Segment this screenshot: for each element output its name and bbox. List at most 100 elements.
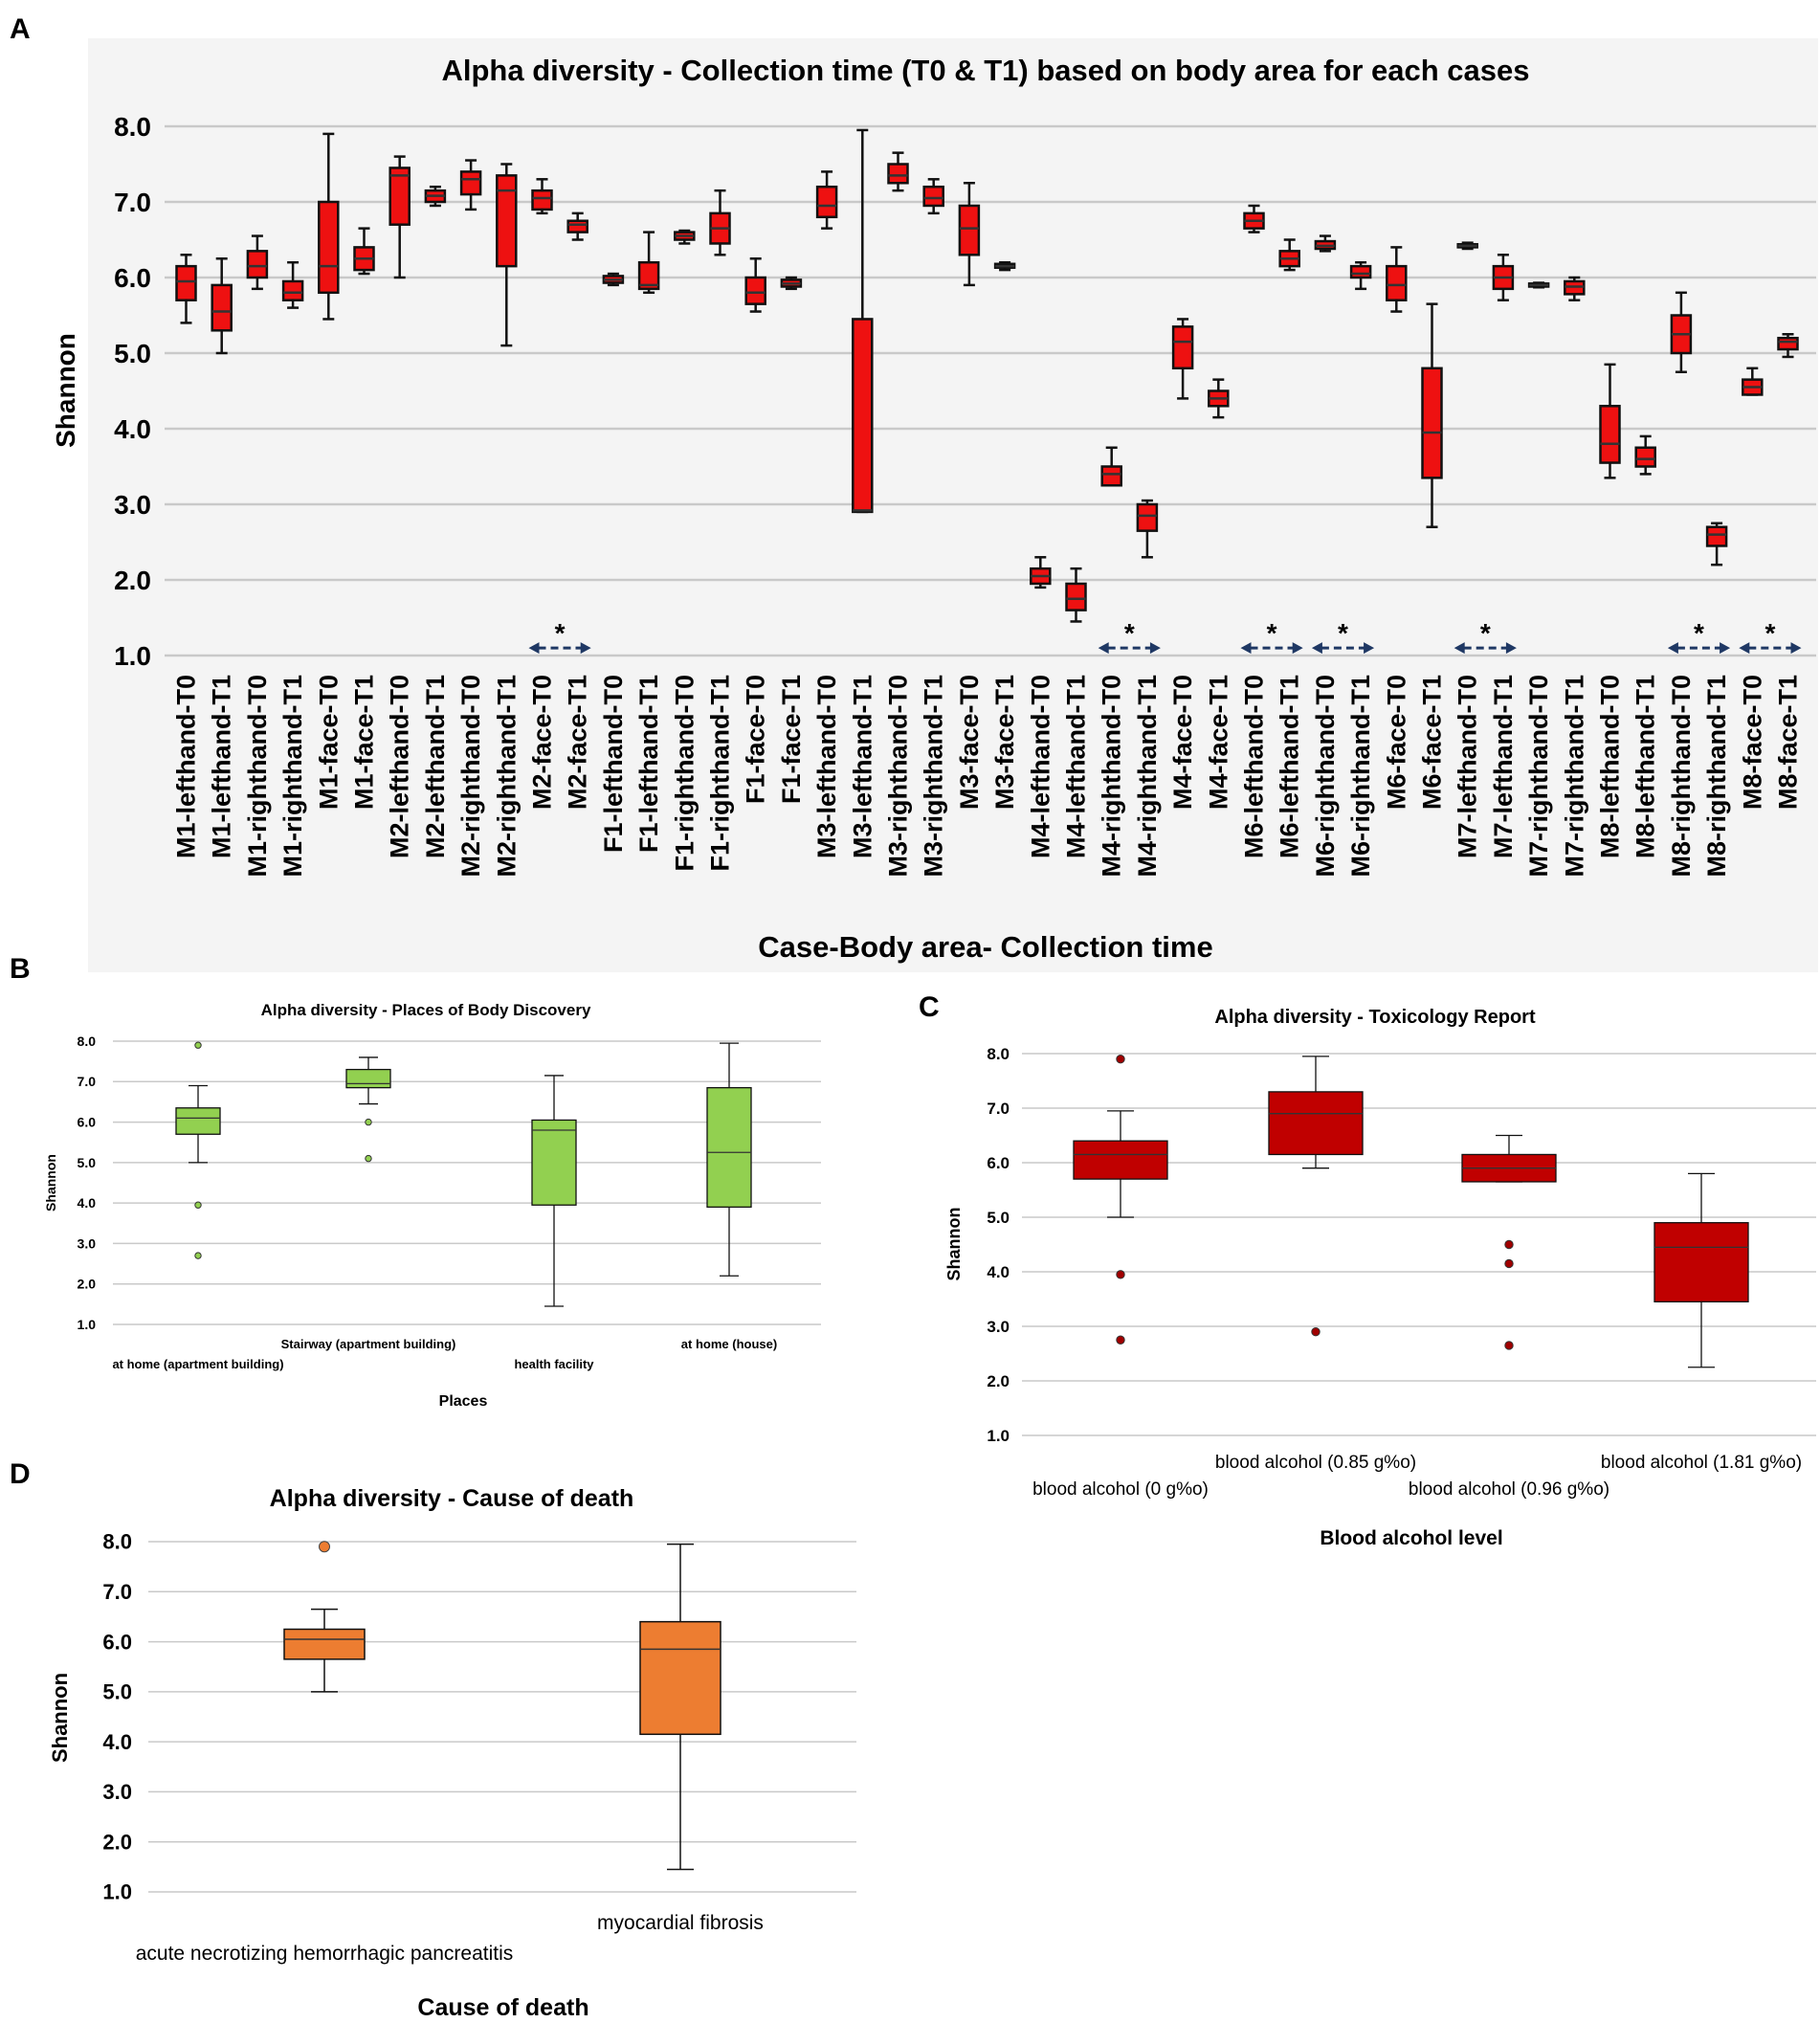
x-category-label: F1-righthand-T1 [706,675,735,871]
y-tick-label: 2.0 [78,1277,97,1292]
panel-letter-c: C [919,991,940,1023]
x-category-label: M1-face-T0 [314,675,343,810]
x-category-label: at home (apartment building) [112,1357,283,1371]
box-iqr [1065,582,1087,611]
x-category-label: M2-lefthand-T1 [421,675,450,858]
box-iqr [1705,525,1728,547]
outlier-point [1504,1258,1514,1269]
box-iqr [388,167,411,226]
box-iqr [345,1068,391,1089]
outlier-point [194,1201,202,1209]
significance-star: * [1338,618,1348,648]
x-category-label: M8-righthand-T0 [1667,675,1696,877]
x-category-label: M6-lefthand-T1 [1276,675,1304,858]
y-tick-label: 8.0 [987,1045,1010,1063]
y-tick-label: 1.0 [102,1880,132,1904]
x-category-label: M2-face-T1 [564,675,592,810]
outlier-point [1504,1239,1514,1250]
x-category-label: M2-righthand-T0 [456,675,485,877]
x-category-label: M6-face-T0 [1382,675,1410,810]
panel-c-ylabel: Shannon [944,1208,964,1281]
outlier-point [319,1541,330,1553]
box-iqr [281,279,304,301]
box-iqr [1634,446,1656,468]
significance-star: * [555,618,566,648]
x-category-label: M1-lefthand-T0 [172,675,201,858]
panel-letter-b: B [10,953,31,985]
x-category-label: M6-face-T1 [1418,675,1447,810]
x-category-label: M3-righthand-T0 [884,675,913,877]
significance-arrowhead-right [1505,642,1517,655]
significance-arrowhead-right [580,642,591,655]
box-iqr [815,185,838,219]
y-tick-label: 6.0 [78,1114,97,1129]
box-iqr [887,163,909,185]
panel-b-xlabel: Places [439,1393,488,1410]
box-iqr [496,174,518,268]
x-category-label: F1-face-T1 [777,675,806,804]
x-category-label: M8-face-T1 [1774,675,1803,810]
x-category-label: M3-righthand-T1 [920,675,948,877]
box-iqr [175,264,197,301]
x-category-label: F1-lefthand-T1 [634,675,663,853]
outlier-point [365,1154,372,1163]
significance-arrowhead-left [1454,642,1465,655]
y-tick-label: 5.0 [102,1680,132,1704]
outlier-point [365,1118,372,1126]
box-iqr [639,1620,721,1736]
x-category-label: M7-righthand-T0 [1524,675,1553,877]
significance-star: * [1267,618,1277,648]
x-category-label: M4-face-T0 [1168,675,1197,810]
y-tick-label: 8.0 [114,112,151,142]
x-category-label: M4-righthand-T1 [1133,675,1162,877]
box-iqr [1171,325,1194,370]
x-category-label: M1-righthand-T1 [278,675,307,877]
panel-d-xlabel: Cause of death [417,1994,588,2021]
significance-arrowhead-right [1292,642,1303,655]
box-iqr [1654,1222,1749,1302]
x-category-label: M4-righthand-T0 [1098,675,1126,877]
panel-letter-d: D [10,1458,31,1490]
box-iqr [531,189,553,211]
panel-a-title: Alpha diversity - Collection time (T0 & … [442,54,1530,87]
x-category-label: acute necrotizing hemorrhagic pancreatit… [136,1943,514,1965]
x-category-label: blood alcohol (0.96 g%o) [1409,1479,1609,1500]
y-tick-label: 3.0 [78,1235,97,1251]
panel-b-ylabel: Shannon [43,1154,58,1212]
x-category-label: health facility [514,1357,594,1371]
outlier-point [1311,1327,1321,1337]
y-tick-label: 3.0 [114,490,151,520]
outlier-point [1116,1335,1125,1345]
x-category-label: M4-lefthand-T1 [1062,675,1091,858]
x-category-label: F1-face-T0 [742,675,770,804]
box-iqr [1073,1140,1168,1180]
y-tick-label: 5.0 [114,339,151,368]
x-category-label: blood alcohol (1.81 g%o) [1601,1453,1802,1473]
x-category-label: M2-righthand-T1 [492,675,521,877]
significance-arrowhead-left [1667,642,1678,655]
x-category-label: M6-righthand-T1 [1346,675,1375,877]
significance-star: * [1480,618,1491,648]
box-iqr [1268,1091,1364,1156]
y-tick-label: 3.0 [987,1318,1010,1336]
y-tick-label: 4.0 [78,1195,97,1211]
outlier-point [194,1252,202,1259]
x-category-label: M1-lefthand-T1 [208,675,236,858]
y-tick-label: 4.0 [987,1263,1010,1281]
x-category-label: M6-righthand-T0 [1311,675,1340,877]
x-category-label: M2-face-T0 [528,675,557,810]
box-iqr [1599,405,1621,464]
significance-star: * [1694,618,1704,648]
box-iqr [318,200,340,295]
significance-arrowhead-right [1790,642,1802,655]
significance-star: * [1765,618,1775,648]
box-iqr [1100,465,1122,487]
outlier-point [1116,1270,1125,1279]
x-category-label: M3-lefthand-T1 [848,675,877,858]
box-iqr [1386,264,1408,301]
x-category-label: M7-righthand-T1 [1560,675,1588,877]
box-iqr [1349,264,1372,279]
panel-c-chart: Alpha diversity - Toxicology Report Bloo… [944,1007,1816,1549]
x-category-label: myocardial fibrosis [597,1912,764,1934]
x-category-label: M7-lefthand-T0 [1454,675,1482,858]
